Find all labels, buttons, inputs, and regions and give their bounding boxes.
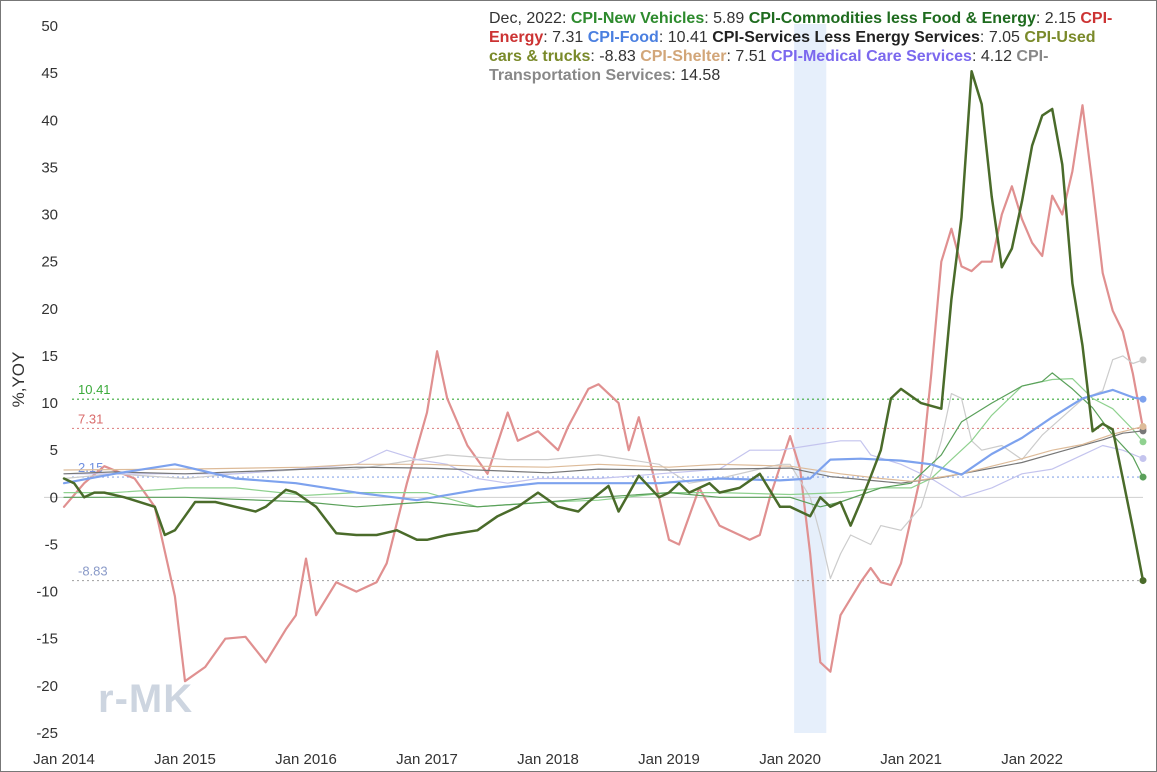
x-tick-label: Jan 2020 [759,751,821,768]
y-tick-label: 0 [50,489,58,506]
legend-item-label: CPI-Food [587,29,659,46]
x-tick-label: Jan 2022 [1001,751,1063,768]
chart-legend: Dec, 2022: CPI-New Vehicles: 5.89 CPI-Co… [489,9,1129,85]
legend-item-value: : 10.41 [658,29,713,46]
legend-item-value: : 7.05 [979,29,1025,46]
legend-item-value: : 7.51 [726,48,771,65]
legend-item-value: : 7.31 [543,29,588,46]
series-line [63,378,1144,508]
y-tick-label: 15 [41,348,58,365]
series-end-marker [1139,438,1147,446]
legend-item-label: CPI-New Vehicles [570,10,705,27]
y-tick-label: 40 [41,112,58,129]
y-tick-label: -10 [36,584,58,601]
y-tick-label: 25 [41,254,58,271]
legend-item-label: CPI-Transportation Services [489,48,1049,84]
legend-item-value: : -8.83 [590,48,641,65]
legend-date-sep: : [561,10,571,27]
y-tick-label: 20 [41,301,58,318]
x-tick-label: Jan 2015 [154,751,216,768]
legend-item-label: CPI-Shelter [640,48,727,65]
x-tick-label: Jan 2016 [275,751,337,768]
y-tick-label: -15 [36,631,58,648]
series-end-marker [1139,577,1147,585]
series-line [63,372,1144,508]
recession-band [794,24,827,733]
legend-item-value: : 14.58 [671,67,721,84]
series-line [63,425,1144,482]
x-tick-label: Jan 2018 [517,751,579,768]
legend-item-label: CPI-Medical Care Services [770,48,972,65]
series-line [63,355,1144,579]
y-tick-label: -20 [36,678,58,695]
x-tick-label: Jan 2019 [638,751,700,768]
y-tick-label: 30 [41,207,58,224]
series-end-marker [1139,473,1147,481]
legend-item-label: CPI-Services Less Energy Services [712,29,980,46]
legend-item-label: CPI-Commodities less Food & Energy [748,10,1036,27]
y-axis-label: %,YOY [9,352,28,408]
x-tick-label: Jan 2014 [33,751,95,768]
x-tick-label: Jan 2021 [880,751,942,768]
series-line [62,388,1145,502]
x-tick-label: Jan 2017 [396,751,458,768]
y-tick-label: 10 [41,395,58,412]
legend-item-value: : 5.89 [704,10,749,27]
series-end-marker [1139,395,1147,403]
watermark-logo: r-MK [98,677,193,721]
legend-item-value: : 4.12 [971,48,1017,65]
reference-line-label: 10.41 [78,382,111,397]
series-end-marker [1139,356,1147,364]
y-tick-label: -25 [36,725,58,742]
legend-date: Dec, 2022 [489,10,562,27]
y-tick-label: 5 [50,442,58,459]
reference-line-label: -8.83 [78,564,108,579]
legend-item-label: CPI-Energy [489,10,1113,46]
series-end-marker [1139,423,1147,431]
y-tick-label: 35 [41,159,58,176]
legend-item-value: : 2.15 [1035,10,1081,27]
reference-line-label: 7.31 [78,411,103,426]
series-line [63,430,1144,484]
series-line [62,69,1145,582]
series-line [62,104,1145,683]
y-tick-label: -5 [45,536,58,553]
series-end-marker [1139,454,1147,462]
y-tick-label: 50 [41,18,58,35]
legend-item-label: CPI-Used cars & trucks [489,29,1096,65]
y-tick-label: 45 [41,65,58,82]
